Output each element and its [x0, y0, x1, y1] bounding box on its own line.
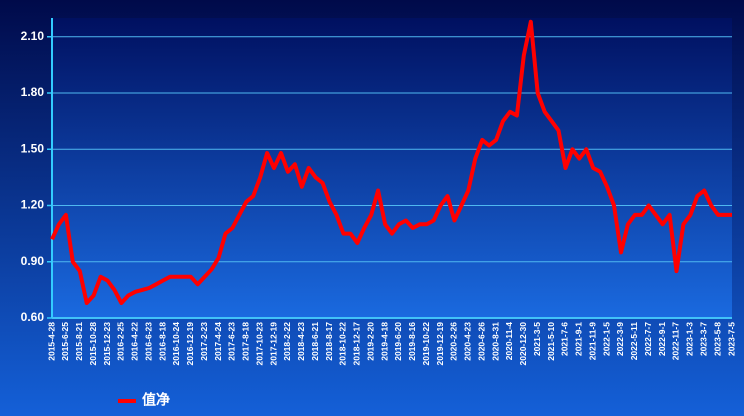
y-tick-label: 0.60 — [21, 310, 45, 324]
x-tick-label: 2016-12-19 — [185, 322, 195, 366]
y-tick-label: 2.10 — [21, 29, 45, 43]
x-tick-label: 2023-1-3 — [685, 322, 695, 356]
x-tick-label: 2019-2-20 — [365, 322, 375, 361]
x-tick-label: 2017-10-23 — [254, 322, 264, 366]
x-tick-label: 2021-5-10 — [546, 322, 556, 361]
plot-area — [52, 18, 732, 318]
x-tick-label: 2021-11-9 — [587, 322, 597, 361]
y-tick-label: 0.90 — [21, 254, 45, 268]
x-tick-label: 2015-8-21 — [74, 322, 84, 361]
y-tick-label: 1.50 — [21, 141, 45, 155]
x-tick-label: 2017-12-19 — [268, 322, 278, 366]
x-tick-label: 2016-8-18 — [157, 322, 167, 361]
x-tick-label: 2016-10-24 — [171, 322, 181, 366]
x-tick-label: 2017-4-24 — [213, 322, 223, 361]
x-tick-label: 2019-12-19 — [435, 322, 445, 366]
x-tick-label: 2020-11-4 — [504, 322, 514, 361]
x-tick-label: 2018-6-21 — [310, 322, 320, 361]
x-tick-label: 2022-1-5 — [601, 322, 611, 356]
x-tick-label: 2022-9-1 — [657, 322, 667, 356]
x-tick-label: 2019-10-22 — [421, 322, 431, 366]
x-tick-label: 2015-12-23 — [102, 322, 112, 366]
x-tick-label: 2015-4-28 — [46, 322, 56, 361]
x-tick-label: 2020-8-31 — [490, 322, 500, 361]
x-tick-label: 2023-5-8 — [712, 322, 722, 356]
x-tick-label: 2017-2-23 — [199, 322, 209, 361]
x-tick-label: 2018-8-17 — [324, 322, 334, 361]
x-tick-label: 2021-7-6 — [560, 322, 570, 356]
x-tick-label: 2022-3-9 — [615, 322, 625, 356]
x-tick-label: 2022-11-7 — [671, 322, 681, 361]
x-tick-label: 2020-2-26 — [449, 322, 459, 361]
legend-label: 值净 — [142, 392, 170, 408]
x-tick-label: 2022-7-7 — [643, 322, 653, 356]
x-tick-label: 2017-8-18 — [241, 322, 251, 361]
x-tick-label: 2016-2-25 — [116, 322, 126, 361]
x-tick-label: 2016-4-22 — [130, 322, 140, 361]
y-tick-label: 1.20 — [21, 198, 45, 212]
x-tick-label: 2021-3-5 — [532, 322, 542, 356]
x-tick-label: 2023-3-7 — [698, 322, 708, 356]
x-tick-label: 2021-9-1 — [574, 322, 584, 356]
x-tick-label: 2015-10-28 — [88, 322, 98, 366]
x-tick-label: 2019-4-18 — [379, 322, 389, 361]
x-tick-label: 2018-2-22 — [282, 322, 292, 361]
x-tick-label: 2023-7-5 — [726, 322, 736, 356]
x-tick-label: 2015-6-25 — [60, 322, 70, 361]
x-tick-label: 2016-6-23 — [143, 322, 153, 361]
x-tick-label: 2020-4-23 — [463, 322, 473, 361]
x-tick-label: 2020-12-30 — [518, 322, 528, 366]
x-tick-label: 2020-6-26 — [476, 322, 486, 361]
x-tick-label: 2019-6-20 — [393, 322, 403, 361]
x-tick-label: 2022-5-11 — [629, 322, 639, 361]
series-line — [50, 19, 732, 305]
x-tick-label: 2018-4-23 — [296, 322, 306, 361]
x-tick-label: 2017-6-23 — [227, 322, 237, 361]
y-tick-label: 1.80 — [21, 85, 45, 99]
x-tick-label: 2018-12-17 — [352, 322, 362, 366]
x-tick-label: 2018-10-22 — [338, 322, 348, 366]
x-tick-label: 2019-8-16 — [407, 322, 417, 361]
